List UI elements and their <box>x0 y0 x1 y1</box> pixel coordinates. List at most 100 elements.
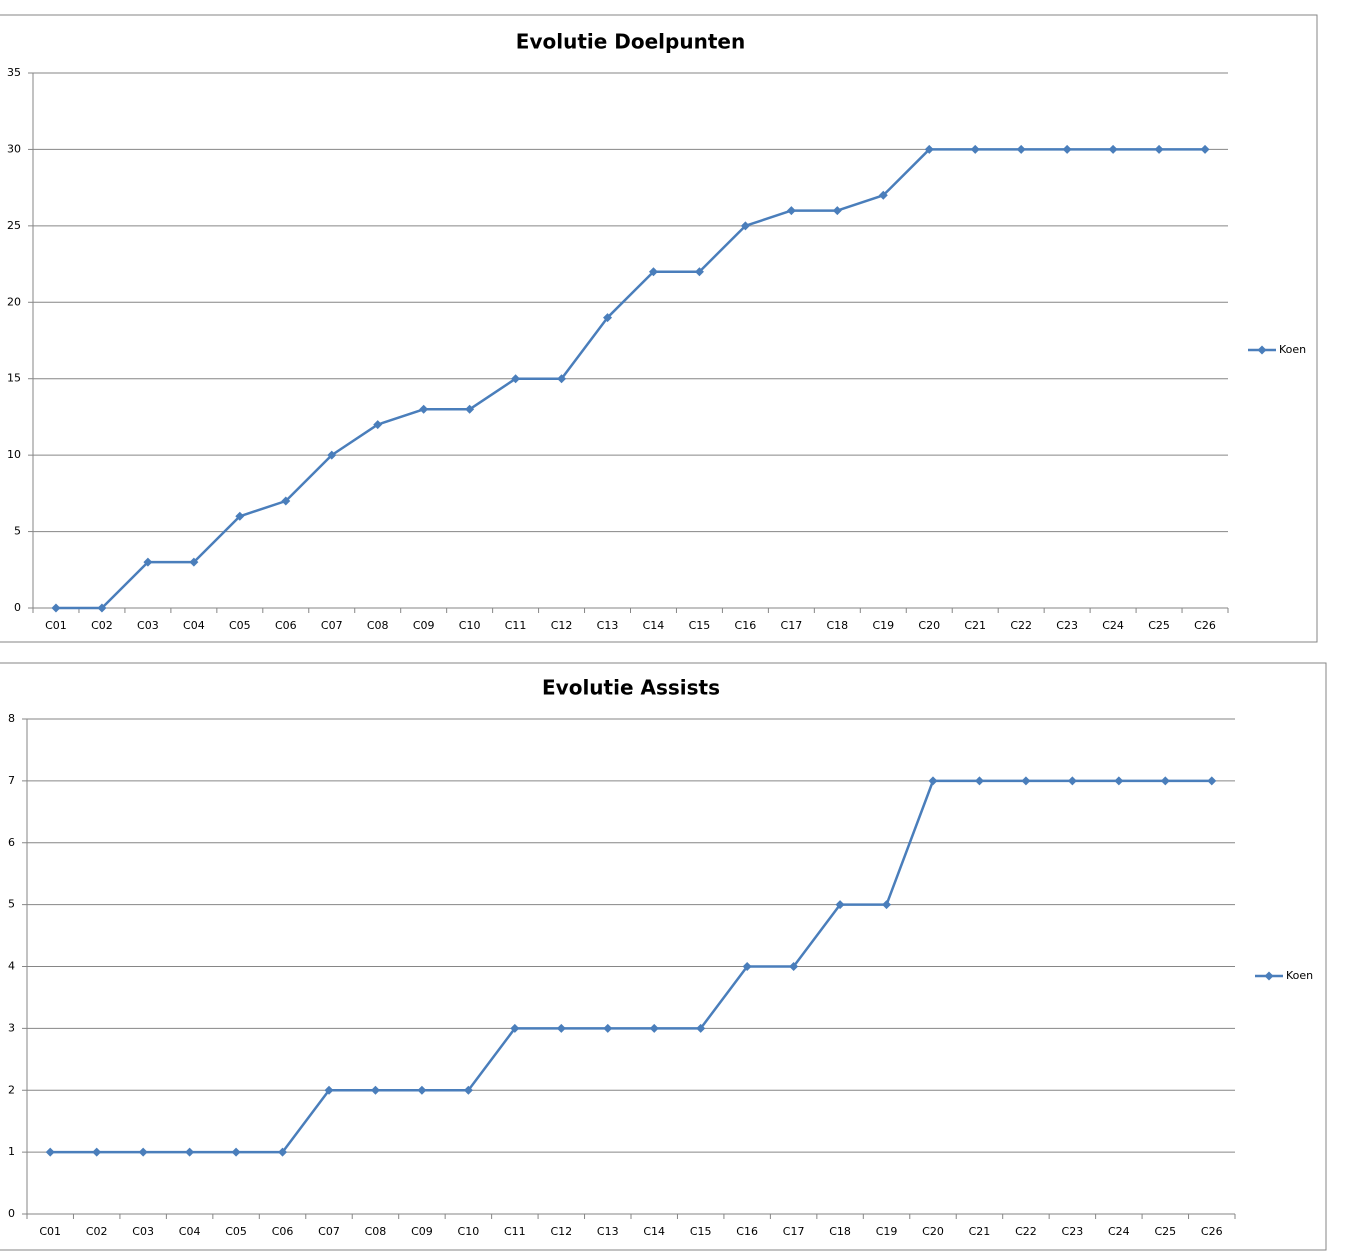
x-tick-label: C06 <box>275 619 297 632</box>
data-point <box>231 1147 241 1157</box>
x-tick-label: C20 <box>918 619 940 632</box>
data-point <box>694 267 704 277</box>
chart-title: Evolutie Assists <box>542 676 720 700</box>
x-tick-label: C08 <box>367 619 389 632</box>
data-point <box>556 1023 566 1033</box>
x-tick-label: C20 <box>922 1225 944 1238</box>
data-point <box>185 1147 195 1157</box>
legend-label: Koen <box>1279 343 1306 356</box>
y-tick-label: 2 <box>8 1083 15 1096</box>
y-tick-label: 25 <box>7 219 21 232</box>
x-tick-label: C04 <box>179 1225 201 1238</box>
series-line <box>50 779 1212 1154</box>
x-tick-label: C19 <box>876 1225 898 1238</box>
data-point <box>45 1147 55 1157</box>
x-tick-label: C02 <box>91 619 113 632</box>
chart-frame <box>0 662 1327 1251</box>
data-point <box>878 190 888 200</box>
x-tick-label: C10 <box>458 1225 480 1238</box>
data-point <box>281 496 291 506</box>
data-point <box>97 603 107 613</box>
data-point <box>832 206 842 216</box>
data-point <box>370 1085 380 1095</box>
x-tick-label: C23 <box>1062 1225 1084 1238</box>
data-point <box>1154 144 1164 154</box>
x-tick-label: C02 <box>86 1225 108 1238</box>
x-tick-label: C26 <box>1194 619 1216 632</box>
data-point <box>835 900 845 910</box>
data-point <box>742 962 752 971</box>
data-point <box>786 206 796 216</box>
y-tick-label: 6 <box>8 836 15 849</box>
data-point <box>510 1023 520 1033</box>
data-point <box>603 1023 613 1033</box>
x-tick-label: C13 <box>597 619 619 632</box>
data-point <box>557 374 567 384</box>
data-point <box>974 776 984 786</box>
y-tick-label: 5 <box>14 525 21 538</box>
x-tick-label: C05 <box>225 1225 247 1238</box>
data-point <box>419 404 429 414</box>
x-tick-label: C13 <box>597 1225 619 1238</box>
data-point <box>138 1147 148 1157</box>
x-tick-label: C06 <box>272 1225 294 1238</box>
x-tick-label: C03 <box>132 1225 154 1238</box>
x-tick-label: C05 <box>229 619 251 632</box>
x-tick-label: C09 <box>413 619 435 632</box>
data-point <box>511 374 521 384</box>
data-point <box>1067 776 1077 786</box>
y-tick-label: 10 <box>7 448 21 461</box>
data-point <box>1160 776 1170 786</box>
data-point <box>649 1023 659 1033</box>
x-tick-label: C16 <box>736 1225 758 1238</box>
x-tick-label: C15 <box>690 1225 712 1238</box>
data-point <box>1021 776 1031 786</box>
data-point <box>789 962 799 971</box>
data-point <box>1062 144 1072 154</box>
y-tick-label: 35 <box>7 66 21 79</box>
x-tick-label: C18 <box>826 619 848 632</box>
data-point <box>327 450 337 460</box>
y-tick-label: 7 <box>8 774 15 787</box>
x-tick-label: C22 <box>1010 619 1032 632</box>
x-tick-label: C15 <box>689 619 711 632</box>
x-tick-label: C17 <box>781 619 803 632</box>
x-tick-label: C25 <box>1154 1225 1176 1238</box>
x-tick-label: C04 <box>183 619 205 632</box>
data-point <box>1200 144 1210 154</box>
data-point <box>740 221 750 231</box>
x-tick-label: C07 <box>318 1225 340 1238</box>
data-point <box>970 144 980 154</box>
y-tick-label: 8 <box>8 712 15 725</box>
y-tick-label: 20 <box>7 295 21 308</box>
x-tick-label: C12 <box>550 1225 572 1238</box>
data-point <box>1114 776 1124 786</box>
x-tick-label: C01 <box>39 1225 61 1238</box>
y-tick-label: 4 <box>8 960 15 973</box>
x-tick-label: C24 <box>1102 619 1124 632</box>
data-point <box>417 1085 427 1095</box>
x-tick-label: C11 <box>505 619 527 632</box>
data-point <box>235 511 245 521</box>
data-point <box>92 1147 102 1157</box>
x-tick-label: C24 <box>1108 1225 1130 1238</box>
data-point <box>928 776 938 786</box>
x-tick-label: C07 <box>321 619 343 632</box>
x-tick-label: C14 <box>643 619 665 632</box>
x-tick-label: C18 <box>829 1225 851 1238</box>
x-tick-label: C08 <box>365 1225 387 1238</box>
x-tick-label: C26 <box>1201 1225 1223 1238</box>
data-point <box>648 267 658 277</box>
data-point <box>1108 144 1118 154</box>
data-point <box>924 144 934 154</box>
x-tick-label: C14 <box>643 1225 665 1238</box>
data-point <box>324 1085 334 1095</box>
x-tick-label: C19 <box>872 619 894 632</box>
legend-marker <box>1264 971 1274 981</box>
data-point <box>696 1023 706 1033</box>
data-point <box>603 313 613 323</box>
chart-title: Evolutie Doelpunten <box>516 30 745 54</box>
legend-label: Koen <box>1286 969 1313 982</box>
x-tick-label: C10 <box>459 619 481 632</box>
